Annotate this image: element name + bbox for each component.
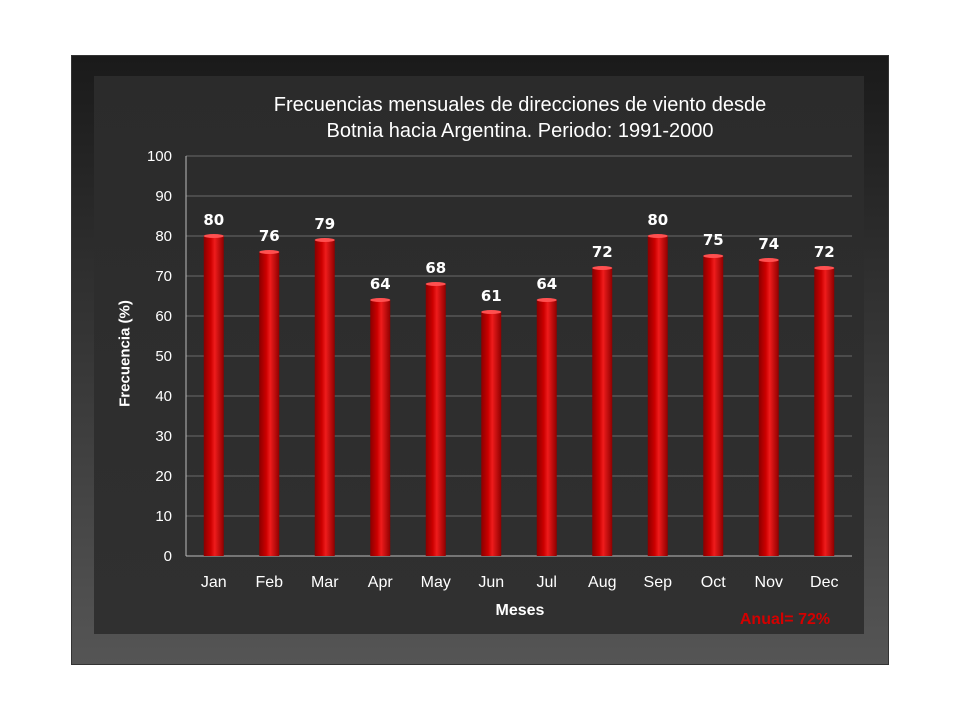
y-tick-labels: 0 10 20 30 40 50 60 70 80 90 100 xyxy=(147,148,172,565)
chart-title-line-2: Botnia hacia Argentina. Periodo: 1991-20… xyxy=(326,120,714,142)
x-tick-label: Aug xyxy=(588,574,616,591)
x-axis-label: Meses xyxy=(495,602,545,619)
x-tick-label: Feb xyxy=(255,574,283,591)
bars xyxy=(203,234,835,556)
x-tick-label: Dec xyxy=(810,574,838,591)
data-label: 76 xyxy=(259,227,280,245)
bar-sep xyxy=(647,236,668,556)
bar-jan xyxy=(203,236,224,556)
annual-annotation: Anual= 72% xyxy=(739,611,831,628)
x-tick-label: Jan xyxy=(201,574,227,591)
x-tick-label: Jul xyxy=(537,574,557,591)
y-axis-label: Frecuencia (%) xyxy=(116,300,134,407)
bar-jul xyxy=(536,300,557,556)
y-tick-label: 100 xyxy=(147,148,172,165)
y-tick-label: 70 xyxy=(155,268,172,285)
x-tick-label: Nov xyxy=(755,574,783,591)
bar-cap-aug xyxy=(592,266,613,270)
y-tick-label: 30 xyxy=(155,428,172,445)
data-label: 75 xyxy=(703,231,724,249)
bar-cap-dec xyxy=(814,266,835,270)
x-tick-label: Mar xyxy=(311,574,339,591)
bar-cap-jul xyxy=(536,298,557,302)
y-tick-label: 0 xyxy=(164,548,172,565)
bar-dec xyxy=(814,268,835,556)
bar-cap-may xyxy=(425,282,446,286)
y-tick-label: 90 xyxy=(155,188,172,205)
bar-aug xyxy=(592,268,613,556)
y-tick-label: 20 xyxy=(155,468,172,485)
bar-may xyxy=(425,284,446,556)
x-tick-label: Oct xyxy=(701,574,726,591)
x-tick-labels: Jan Feb Mar Apr May Jun Jul Aug Sep Oct Nov Dec xyxy=(201,574,839,591)
data-label: 64 xyxy=(370,275,391,293)
data-label: 80 xyxy=(647,211,668,229)
data-labels: 80 76 79 64 68 61 64 72 80 75 74 72 xyxy=(203,211,834,305)
bar-cap-jun xyxy=(481,310,502,314)
y-tick-label: 10 xyxy=(155,508,172,525)
x-tick-label: Apr xyxy=(368,574,394,591)
data-label: 64 xyxy=(536,275,557,293)
x-tick-label: Sep xyxy=(644,574,673,591)
data-label: 80 xyxy=(203,211,224,229)
data-label: 68 xyxy=(425,259,446,277)
bar-cap-jan xyxy=(203,234,224,238)
bar-cap-apr xyxy=(370,298,391,302)
bar-cap-nov xyxy=(758,258,779,262)
y-tick-label: 80 xyxy=(155,228,172,245)
grid-lines xyxy=(185,155,852,557)
y-tick-label: 50 xyxy=(155,348,172,365)
y-tick-label: 60 xyxy=(155,308,172,325)
bar-nov xyxy=(758,260,779,556)
data-label: 74 xyxy=(758,235,779,253)
bar-cap-sep xyxy=(647,234,668,238)
bar-oct xyxy=(703,256,724,556)
data-label: 79 xyxy=(314,215,335,233)
data-label: 72 xyxy=(592,243,613,261)
bar-cap-feb xyxy=(259,250,280,254)
data-label: 61 xyxy=(481,287,502,305)
bar-cap-oct xyxy=(703,254,724,258)
bar-jun xyxy=(481,312,502,556)
bar-feb xyxy=(259,252,280,556)
bar-mar xyxy=(314,240,335,556)
y-tick-label: 40 xyxy=(155,388,172,405)
x-tick-label: Jun xyxy=(478,574,504,591)
chart-title-line-1: Frecuencias mensuales de direcciones de … xyxy=(273,94,767,116)
bar-cap-mar xyxy=(314,238,335,242)
data-label: 72 xyxy=(814,243,835,261)
x-tick-label: May xyxy=(421,574,451,591)
bar-apr xyxy=(370,300,391,556)
